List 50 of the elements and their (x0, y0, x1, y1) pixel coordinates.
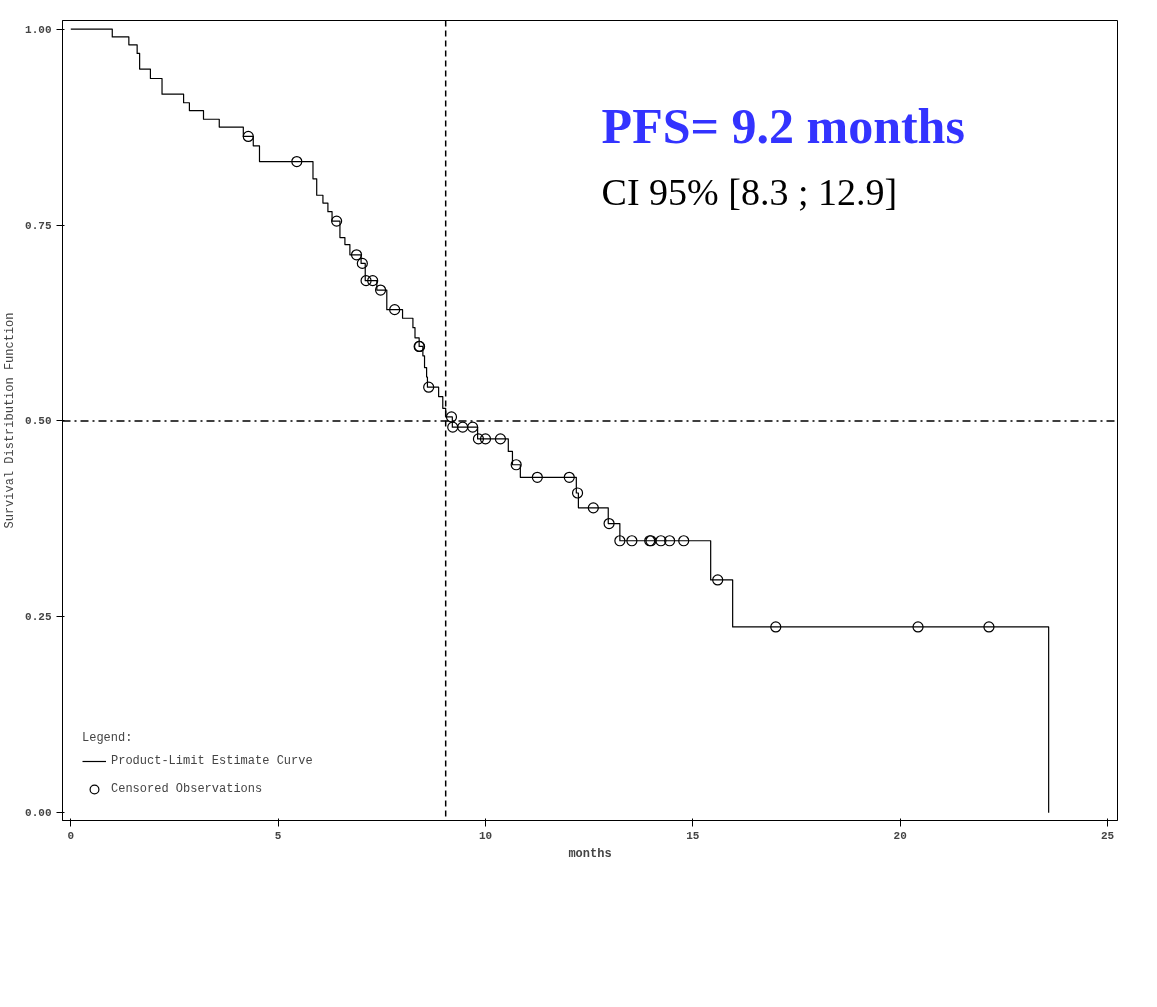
point (912, 621, 924, 633)
point (445, 411, 458, 423)
point (712, 574, 724, 586)
point (374, 284, 387, 296)
point (447, 421, 459, 433)
y-tick-label: 0.50 (25, 415, 52, 428)
point (360, 275, 372, 287)
x-tick-label: 5 (274, 829, 282, 842)
x-tick-label: 15 (686, 829, 700, 842)
x-tick-label: 20 (893, 829, 907, 842)
annotation: PFS= 9.2 months (601, 98, 965, 155)
point (678, 535, 690, 547)
point (367, 275, 379, 287)
x-tick-label: 0 (67, 829, 75, 842)
point (389, 304, 401, 316)
x-tick-label: 10 (478, 829, 493, 842)
point (356, 257, 368, 269)
point (664, 535, 676, 547)
point (770, 621, 782, 633)
y-axis-title: Survival Distribution Function (3, 312, 18, 529)
legend-title: Legend: (82, 731, 134, 745)
point (291, 155, 303, 168)
point (494, 433, 507, 445)
x-tick-label: 25 (1100, 829, 1115, 842)
point (655, 535, 667, 547)
y-tick-label: 0.00 (25, 807, 52, 820)
point (563, 471, 575, 483)
point (472, 433, 485, 445)
point (571, 487, 584, 499)
point (331, 215, 343, 227)
legend-label: Product-Limit Estimate Curve (111, 754, 313, 768)
y-tick-label: 0.25 (25, 611, 52, 624)
point (510, 459, 522, 471)
point (603, 517, 615, 530)
legend-label: Censored Observations (111, 782, 263, 796)
point (614, 535, 626, 547)
point (350, 249, 363, 261)
point (457, 421, 469, 433)
point (531, 471, 543, 483)
point (467, 421, 479, 433)
point (423, 381, 435, 393)
annotation: CI 95% [8.3 ; 12.9] (601, 171, 898, 214)
y-tick-label: 1.00 (25, 23, 52, 36)
x-axis-title: months (568, 846, 612, 861)
point (242, 130, 254, 143)
point (479, 433, 492, 445)
point (983, 621, 995, 633)
y-tick-label: 0.75 (25, 219, 52, 232)
point (587, 502, 599, 514)
point (626, 535, 638, 547)
